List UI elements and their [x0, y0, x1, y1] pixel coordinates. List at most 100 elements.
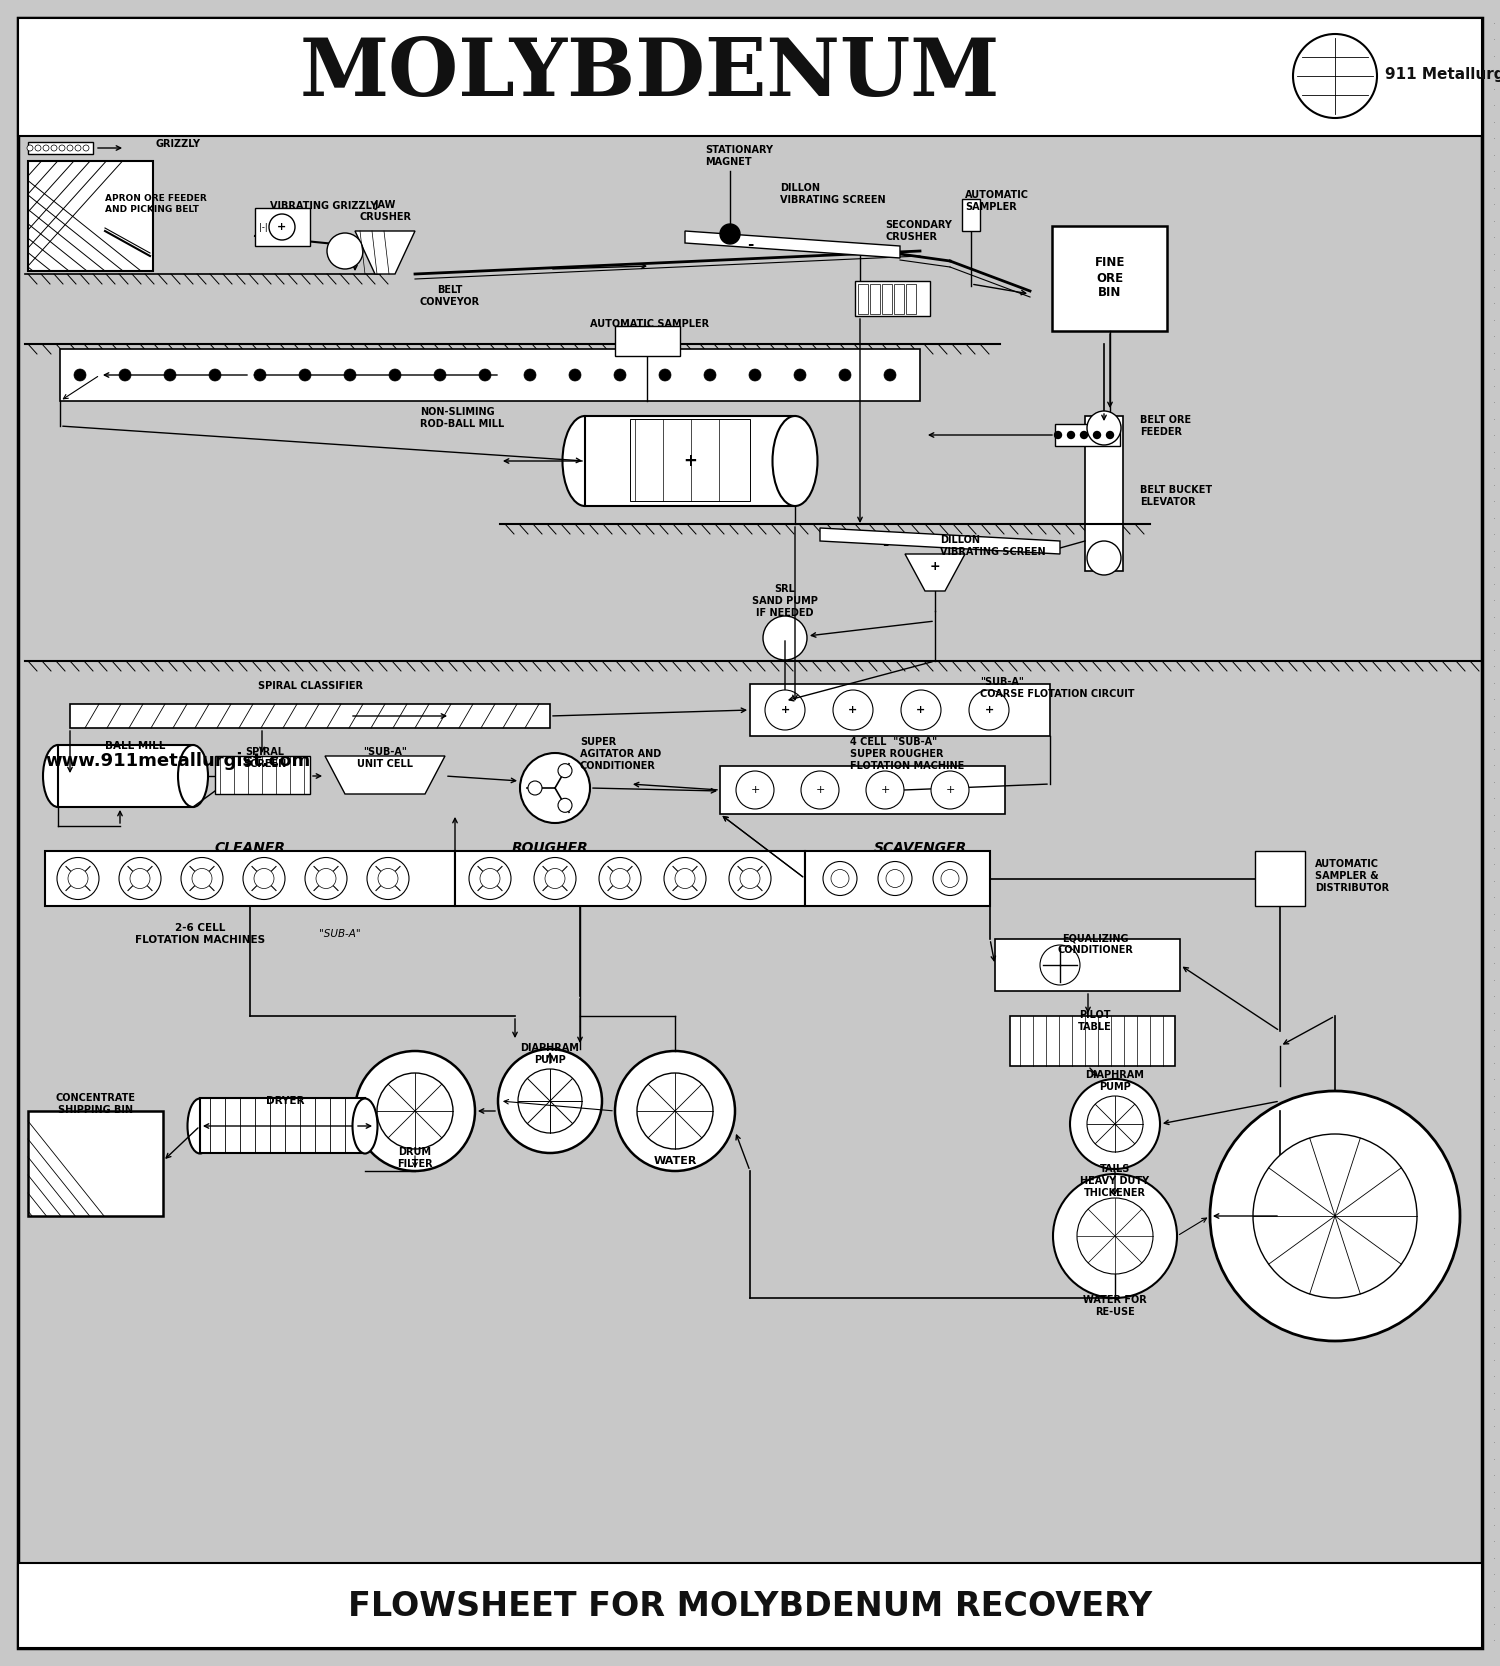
Text: JAW
CRUSHER: JAW CRUSHER	[358, 200, 411, 222]
Text: +: +	[945, 785, 954, 795]
Bar	[630, 420, 750, 501]
Circle shape	[378, 868, 398, 888]
Circle shape	[704, 368, 716, 382]
Bar	[28, 142, 93, 153]
Text: BALL MILL: BALL MILL	[105, 741, 165, 751]
Circle shape	[940, 870, 958, 888]
Bar	[18, 18, 1482, 137]
Circle shape	[82, 145, 88, 152]
Circle shape	[164, 368, 176, 382]
Polygon shape	[686, 232, 900, 258]
Text: WATER: WATER	[654, 1156, 696, 1166]
Ellipse shape	[44, 745, 74, 806]
Text: +: +	[682, 451, 698, 470]
Circle shape	[865, 771, 904, 810]
Circle shape	[1210, 1091, 1460, 1341]
Text: -: -	[882, 536, 888, 551]
Text: AUTOMATIC
SAMPLER: AUTOMATIC SAMPLER	[964, 190, 1029, 212]
Text: BELT BUCKET
ELEVATOR: BELT BUCKET ELEVATOR	[1140, 485, 1212, 506]
Text: NON-SLIMING
ROD-BALL MILL: NON-SLIMING ROD-BALL MILL	[420, 407, 504, 428]
Circle shape	[1070, 1080, 1160, 1170]
Text: FLOWSHEET FOR MOLYBDENUM RECOVERY: FLOWSHEET FOR MOLYBDENUM RECOVERY	[348, 1589, 1152, 1623]
Text: "SUB-A": "SUB-A"	[320, 930, 362, 940]
Text: +: +	[278, 222, 286, 232]
Bar	[994, 940, 1180, 991]
Bar	[1256, 851, 1305, 906]
Text: DRYER: DRYER	[266, 1096, 305, 1106]
Text: +: +	[930, 560, 940, 573]
Bar	[1084, 416, 1124, 571]
Circle shape	[298, 368, 310, 382]
Bar	[28, 162, 153, 272]
Text: 4 CELL  "SUB-A"
SUPER ROUGHER
FLOTATION MACHINE: 4 CELL "SUB-A" SUPER ROUGHER FLOTATION M…	[850, 738, 964, 771]
Circle shape	[801, 771, 838, 810]
Text: CLEANER: CLEANER	[214, 841, 285, 855]
Circle shape	[615, 1051, 735, 1171]
Text: SCAVENGER: SCAVENGER	[873, 841, 966, 855]
Text: SRL
SAND PUMP
IF NEEDED: SRL SAND PUMP IF NEEDED	[752, 585, 818, 618]
Polygon shape	[821, 528, 1060, 555]
Text: STATIONARY
MAGNET: STATIONARY MAGNET	[705, 145, 772, 167]
Text: BELT ORE
FEEDER: BELT ORE FEEDER	[1140, 415, 1191, 436]
Polygon shape	[904, 555, 964, 591]
Circle shape	[478, 368, 490, 382]
Circle shape	[58, 145, 64, 152]
Circle shape	[1053, 1175, 1178, 1298]
Text: DIAPHRAM
PUMP: DIAPHRAM PUMP	[1086, 1070, 1144, 1091]
Bar	[962, 198, 980, 232]
Text: SPIRAL CLASSIFIER: SPIRAL CLASSIFIER	[258, 681, 363, 691]
Bar	[855, 282, 930, 317]
Bar	[18, 1563, 1482, 1648]
Text: DIAPHRAM
PUMP: DIAPHRAM PUMP	[520, 1043, 579, 1065]
Ellipse shape	[562, 416, 608, 506]
Text: 911 Metallurgist: 911 Metallurgist	[1384, 67, 1500, 82]
Circle shape	[388, 368, 400, 382]
Bar	[806, 851, 990, 906]
Circle shape	[598, 858, 640, 900]
Circle shape	[344, 368, 355, 382]
Circle shape	[1077, 1198, 1154, 1274]
Text: CONCENTRATE
SHIPPING BIN: CONCENTRATE SHIPPING BIN	[56, 1093, 135, 1115]
Circle shape	[118, 858, 160, 900]
Circle shape	[740, 868, 760, 888]
Text: FINE
ORE
BIN: FINE ORE BIN	[1095, 257, 1125, 300]
Circle shape	[748, 368, 760, 382]
Text: BELT
CONVEYOR: BELT CONVEYOR	[420, 285, 480, 307]
Circle shape	[831, 870, 849, 888]
Circle shape	[765, 690, 806, 730]
Circle shape	[75, 145, 81, 152]
Circle shape	[534, 858, 576, 900]
Bar	[45, 851, 455, 906]
Text: GRIZZLY: GRIZZLY	[154, 138, 200, 148]
Ellipse shape	[352, 1098, 378, 1153]
Circle shape	[130, 868, 150, 888]
Circle shape	[794, 368, 806, 382]
Text: APRON ORE FEEDER
AND PICKING BELT: APRON ORE FEEDER AND PICKING BELT	[105, 195, 207, 213]
Circle shape	[658, 368, 670, 382]
Text: EQUALIZING
CONDITIONER: EQUALIZING CONDITIONER	[1058, 933, 1132, 955]
Text: www.911metallurgist.com: www.911metallurgist.com	[45, 751, 310, 770]
Circle shape	[57, 858, 99, 900]
Circle shape	[1252, 1135, 1418, 1298]
Circle shape	[182, 858, 224, 900]
Bar	[60, 348, 919, 402]
Ellipse shape	[178, 745, 209, 806]
Circle shape	[878, 861, 912, 896]
Text: SECONDARY
CRUSHER: SECONDARY CRUSHER	[885, 220, 952, 242]
Circle shape	[68, 145, 74, 152]
Circle shape	[558, 798, 572, 813]
Circle shape	[764, 616, 807, 660]
Bar	[58, 745, 194, 806]
Circle shape	[27, 145, 33, 152]
Circle shape	[1293, 33, 1377, 118]
Circle shape	[544, 868, 566, 888]
Text: PILOT
TABLE: PILOT TABLE	[1078, 1010, 1112, 1031]
Circle shape	[614, 368, 626, 382]
Text: |-|: |-|	[258, 223, 267, 232]
Circle shape	[1054, 431, 1062, 438]
Text: +: +	[984, 705, 993, 715]
Text: VIBRATING GRIZZLY: VIBRATING GRIZZLY	[270, 202, 378, 212]
Circle shape	[356, 1051, 476, 1171]
Circle shape	[933, 861, 968, 896]
Text: AUTOMATIC
SAMPLER &
DISTRIBUTOR: AUTOMATIC SAMPLER & DISTRIBUTOR	[1316, 860, 1389, 893]
